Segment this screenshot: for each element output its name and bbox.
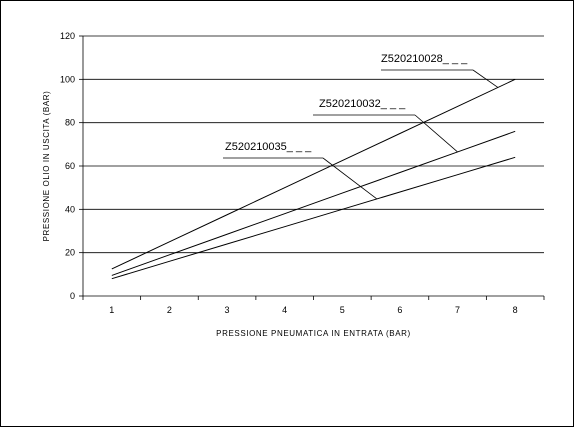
- y-tick-label-120: 120: [60, 31, 75, 41]
- leader-line-3: [322, 157, 378, 200]
- x-tick-label-8: 8: [513, 305, 518, 315]
- x-axis-title: PRESSIONE PNEUMATICA IN ENTRATA (BAR): [216, 329, 411, 338]
- axes: 0 20 40 60 80 100 120 1 2 3 4 5 6 7 8: [60, 31, 545, 315]
- leader-line-2: [414, 114, 458, 153]
- x-tick-label-6: 6: [397, 305, 402, 315]
- series-line-3: [111, 156, 516, 280]
- leader-line-1: [472, 69, 499, 88]
- y-tick-label-80: 80: [65, 118, 75, 128]
- x-tick-label-5: 5: [340, 305, 345, 315]
- y-tick-label-60: 60: [65, 161, 75, 171]
- series-lines: [111, 78, 516, 280]
- x-tick-label-1: 1: [109, 305, 114, 315]
- y-axis-title: PRESSIONE OLIO IN USCITA (BAR): [42, 91, 51, 242]
- y-tick-label-20: 20: [65, 248, 75, 258]
- x-tick-label-2: 2: [167, 305, 172, 315]
- y-tick-label-0: 0: [70, 291, 75, 301]
- series-line-2: [111, 130, 516, 276]
- series-label-2: Z520210032_ _ _: [319, 98, 406, 110]
- x-tick-label-4: 4: [282, 305, 287, 315]
- series-labels: Z520210028_ _ _ Z520210032_ _ _ Z520210035…: [223, 53, 499, 200]
- grid-lines: [83, 35, 544, 254]
- series-label-1: Z520210028_ _ _: [381, 53, 468, 65]
- series-line-1: [111, 78, 516, 270]
- x-tick-label-3: 3: [225, 305, 230, 315]
- y-tick-label-40: 40: [65, 204, 75, 214]
- series-label-3: Z520210035_ _ _: [225, 141, 312, 153]
- x-tick-label-7: 7: [455, 305, 460, 315]
- y-tick-label-100: 100: [60, 74, 75, 84]
